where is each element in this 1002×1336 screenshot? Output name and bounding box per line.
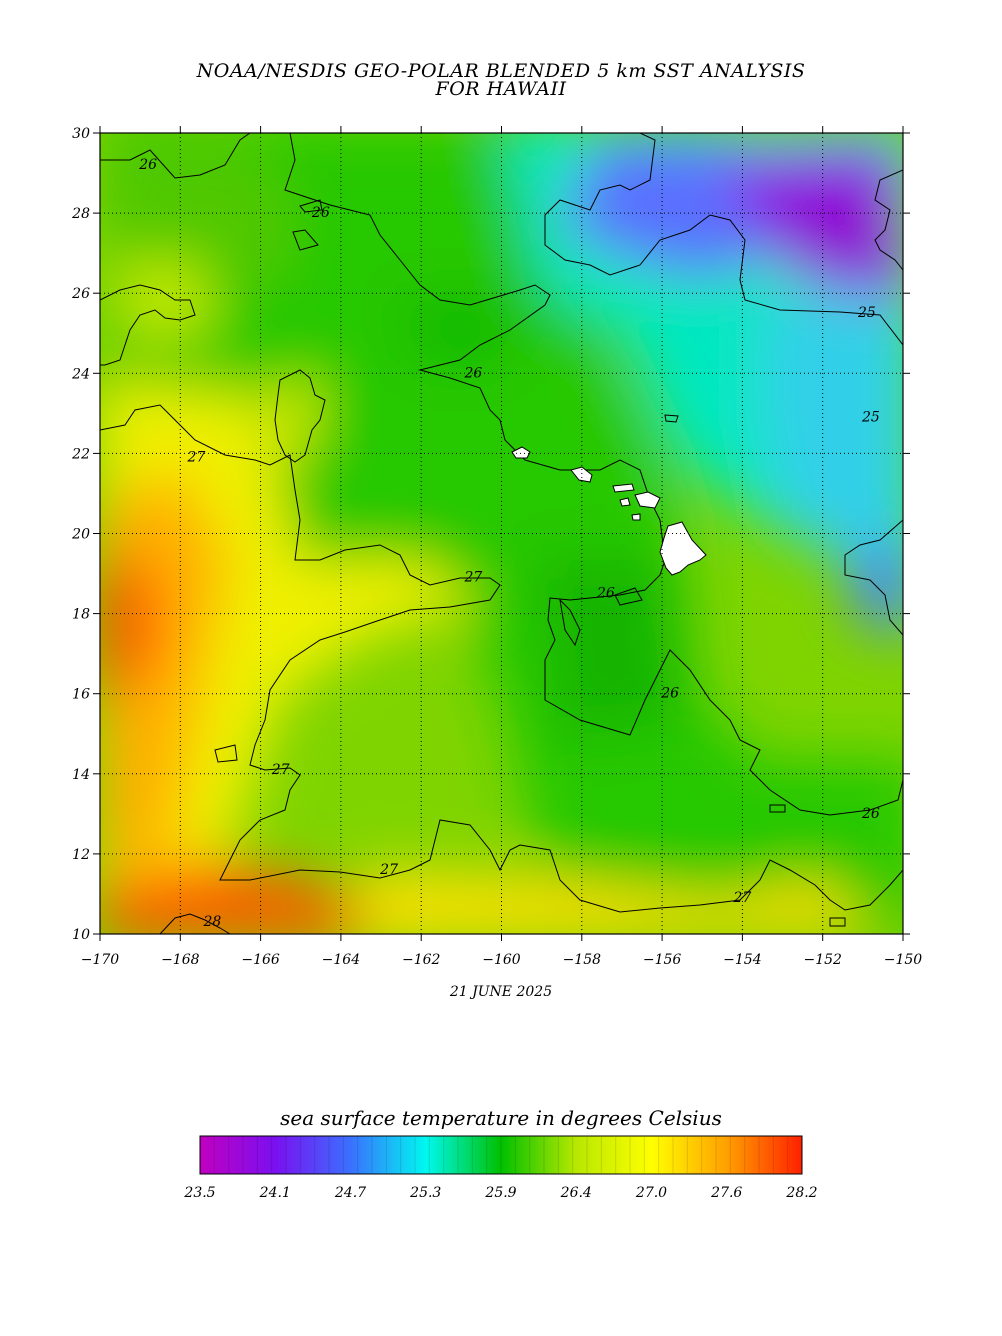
island-lanai xyxy=(619,497,631,507)
contour-27-island xyxy=(274,369,326,463)
colorbar-labels: 23.5 24.1 24.7 25.3 25.9 26.4 27.0 27.6 28.2 xyxy=(183,1185,817,1201)
map-title: NOAA/NESDIS GEO-POLAR BLENDED 5 km SST A… xyxy=(196,60,806,82)
contour-small-5 xyxy=(214,744,238,763)
contour-label: 26 xyxy=(861,806,880,822)
contour-labels: 26 26 26 26 26 26 25 25 27 27 27 27 27 28 xyxy=(138,157,880,930)
colorbar-tick-label: 27.0 xyxy=(635,1185,667,1201)
contour-small-3 xyxy=(559,598,581,647)
y-tick-label: 12 xyxy=(72,847,90,863)
x-tick-label: −162 xyxy=(402,952,441,968)
contour-label: 27 xyxy=(379,862,398,878)
analysis-date: 21 JUNE 2025 xyxy=(449,984,553,1000)
contour-small-2 xyxy=(292,229,319,251)
contour-label: 28 xyxy=(203,914,222,930)
contour-label: 27 xyxy=(463,570,482,586)
axis-ticks xyxy=(93,126,910,941)
x-tick-label: −154 xyxy=(723,952,761,968)
contour-27-nw xyxy=(100,284,196,366)
contour-label: 26 xyxy=(596,586,615,602)
contour-27-west xyxy=(100,404,903,913)
contour-26-north xyxy=(100,133,251,179)
hawaiian-islands xyxy=(511,446,707,576)
colorbar-tick-label: 24.7 xyxy=(334,1185,366,1201)
y-tick-label: 16 xyxy=(72,687,90,703)
contour-25-east xyxy=(874,169,903,271)
contour-label: 26 xyxy=(660,686,679,702)
contour-label: 25 xyxy=(861,409,880,425)
island-kahoolawe xyxy=(631,513,641,521)
contour-small-6 xyxy=(664,414,679,423)
colorbar-tick-label: 25.3 xyxy=(409,1185,441,1201)
y-tick-label: 26 xyxy=(71,286,90,302)
x-tick-label: −160 xyxy=(482,952,521,968)
y-tick-label: 28 xyxy=(71,206,90,222)
island-oahu xyxy=(570,466,593,483)
contour-28 xyxy=(159,913,231,934)
map-grid xyxy=(100,133,903,934)
y-tick-label: 18 xyxy=(72,607,90,623)
island-kauai xyxy=(511,446,531,459)
contour-label: 27 xyxy=(186,449,205,465)
x-tick-label: −166 xyxy=(241,952,280,968)
colorbar-tick-label: 27.6 xyxy=(710,1185,742,1201)
colorbar-tick-label: 28.2 xyxy=(785,1185,817,1201)
y-tick-label: 20 xyxy=(71,527,90,543)
y-tick-label: 10 xyxy=(72,927,90,943)
colorbar-steps xyxy=(213,1137,789,1173)
contour-26-main xyxy=(284,133,903,816)
x-tick-label: −150 xyxy=(884,952,923,968)
map-subtitle: FOR HAWAII xyxy=(435,78,567,100)
contour-lines xyxy=(100,133,903,934)
x-axis-labels: −170 −168 −166 −164 −162 −160 −158 −156 −154 −152… xyxy=(81,952,923,968)
y-tick-label: 14 xyxy=(72,767,90,783)
contour-label: 26 xyxy=(463,365,482,381)
contour-small-8 xyxy=(829,917,846,927)
island-maui xyxy=(634,491,661,509)
x-tick-label: −158 xyxy=(563,952,602,968)
contour-25 xyxy=(544,133,903,346)
colorbar-title: sea surface temperature in degrees Celsi… xyxy=(280,1106,722,1130)
contour-label: 26 xyxy=(311,205,330,221)
contour-small-1 xyxy=(299,199,323,213)
x-tick-label: −164 xyxy=(322,952,360,968)
sst-field xyxy=(100,133,903,934)
colorbar-tick-label: 26.4 xyxy=(560,1185,592,1201)
contour-small-4 xyxy=(614,587,643,606)
contour-label: 27 xyxy=(732,890,751,906)
contour-label: 25 xyxy=(857,305,876,321)
colorbar-tick-label: 23.5 xyxy=(183,1185,215,1201)
contour-25-se xyxy=(844,519,903,636)
colorbar-tick-label: 24.1 xyxy=(259,1185,291,1201)
island-molokai xyxy=(612,483,635,493)
colorbar xyxy=(199,1135,803,1175)
y-tick-label: 30 xyxy=(72,126,90,142)
y-tick-label: 22 xyxy=(71,446,90,462)
x-tick-label: −170 xyxy=(81,952,120,968)
colorbar-tick-label: 25.9 xyxy=(484,1185,516,1201)
contour-label: 27 xyxy=(271,762,290,778)
x-tick-label: −156 xyxy=(643,952,682,968)
x-tick-label: −152 xyxy=(803,952,842,968)
island-hawaii xyxy=(659,521,707,576)
contour-small-7 xyxy=(769,804,786,813)
y-axis-labels: 10 12 14 16 18 20 22 24 26 28 30 xyxy=(71,126,90,943)
y-tick-label: 24 xyxy=(71,366,90,382)
x-tick-label: −168 xyxy=(161,952,200,968)
contour-label: 26 xyxy=(138,157,157,173)
